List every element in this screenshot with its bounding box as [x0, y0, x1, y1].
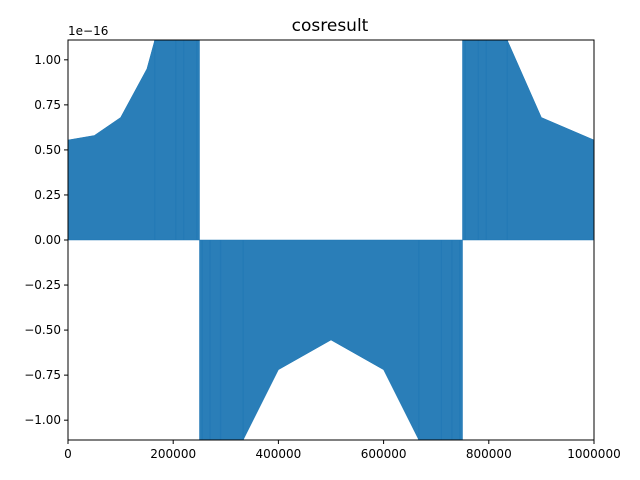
y-tick-label: 0.25	[34, 188, 61, 202]
scatter-band-1	[199, 239, 463, 440]
y-tick-label: 0.00	[34, 233, 61, 247]
x-tick-label: 600000	[361, 447, 407, 461]
x-tick-label: 200000	[150, 447, 196, 461]
x-tick-label: 800000	[466, 447, 512, 461]
y-tick-label: −0.25	[24, 278, 61, 292]
y-tick-label: −0.50	[24, 323, 61, 337]
y-tick-label: 0.75	[34, 98, 61, 112]
scatter-band-2	[462, 40, 594, 241]
y-tick-label: −1.00	[24, 413, 61, 427]
scatter-band-0	[68, 40, 200, 241]
y-axis: −1.00 −0.75 −0.50 −0.25 0.00 0.25 0.50 0.75 1.00	[24, 53, 68, 427]
x-tick-label: 1000000	[567, 447, 620, 461]
x-axis: 0 200000 400000 600000 800000 1000000	[64, 440, 621, 461]
y-tick-label: 0.50	[34, 143, 61, 157]
x-tick-label: 0	[64, 447, 72, 461]
chart-title: cosresult	[292, 16, 369, 36]
y-tick-label: 1.00	[34, 53, 61, 67]
data-layer	[68, 40, 594, 440]
x-tick-label: 400000	[255, 447, 301, 461]
y-offset-label: 1e−16	[68, 24, 108, 38]
y-tick-label: −0.75	[24, 368, 61, 382]
